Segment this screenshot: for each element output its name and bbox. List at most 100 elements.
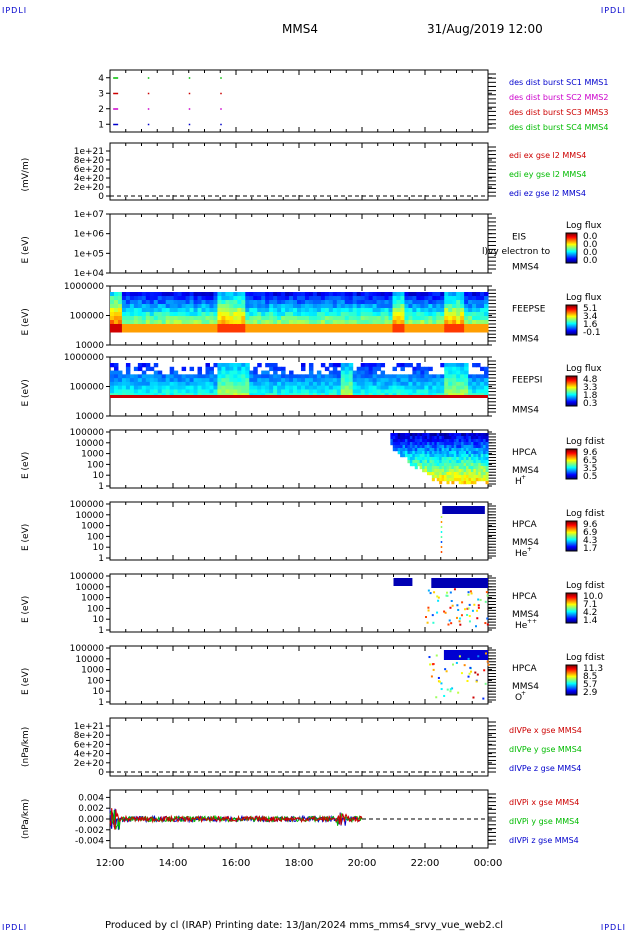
feepsi-cell	[412, 389, 417, 394]
feepsi-cell	[464, 378, 469, 383]
feepse-cell	[289, 328, 294, 333]
hpca-he-cell	[440, 536, 443, 538]
feepse-cell	[460, 300, 465, 305]
edi-e-ytick-label: 1e+21	[74, 147, 104, 157]
feepsi-cell	[113, 381, 119, 387]
feepse-cell	[344, 300, 350, 305]
hpca-he2-cell	[468, 615, 471, 618]
hpca-he2-colorbar-step	[566, 598, 577, 600]
feepse-cell	[356, 292, 362, 297]
feepse-cell	[368, 320, 374, 325]
feepsi-cell	[293, 385, 298, 390]
feepsi-colorbar-step	[566, 391, 577, 393]
hpca-he2-cell	[425, 616, 428, 619]
feepse-cell	[189, 292, 195, 297]
hpca-h-cell	[483, 433, 487, 437]
hpca-h-cell	[478, 472, 482, 476]
feepsi-cell	[472, 385, 477, 390]
feepse-cell	[225, 304, 230, 309]
hpca-h-cell	[417, 442, 421, 446]
feepse-cell	[324, 316, 330, 321]
feepse-cell	[440, 308, 445, 313]
feepsi-cell	[273, 363, 278, 368]
feepse-cell	[408, 300, 413, 305]
feepsi-cell	[484, 366, 489, 372]
hpca-h-cell	[456, 436, 460, 440]
feepse-colorbar-frame	[565, 304, 578, 336]
feepsi-cell	[456, 381, 461, 387]
feepse-cell	[173, 292, 179, 297]
feepsi-cell	[300, 389, 306, 394]
hpca-o-ytick-label: 1	[98, 698, 104, 708]
hpca-h-cell	[466, 472, 470, 476]
hpca-h-cell	[483, 475, 487, 479]
feepsi-cell	[348, 378, 354, 383]
feepse-cell	[436, 324, 441, 329]
hpca-h-cell	[439, 454, 443, 458]
hpca-he-colorbar-step	[566, 543, 577, 545]
feepsi-cell	[472, 363, 477, 368]
eis-colorbar-label: 0.0	[583, 248, 598, 258]
hpca-h-cell	[451, 466, 455, 470]
burst-legend-item: des dist burst SC1 MMS1	[509, 78, 608, 87]
feepsi-cell	[448, 363, 453, 368]
feepse-cell	[360, 328, 366, 333]
feepsi-cell	[145, 389, 151, 394]
feepsi-cell	[308, 389, 314, 394]
feepse-cell	[332, 300, 338, 305]
feepse-cell	[145, 316, 151, 321]
feepsi-colorbar-step	[566, 385, 577, 387]
hpca-he-colorbar-step	[566, 523, 577, 525]
feepse-cell	[480, 312, 485, 317]
hpca-he2-colorbar-step	[566, 618, 577, 620]
feepse-cell	[460, 324, 465, 329]
feepse-cell	[336, 320, 342, 325]
hpca-h-cell	[429, 436, 433, 440]
feepsi-cell	[249, 385, 254, 390]
feepsi-cell	[201, 381, 206, 387]
hpca-h-cell	[456, 460, 460, 464]
feepsi-cell	[336, 389, 342, 394]
feepsi-cell	[177, 385, 183, 390]
divpi-ylabel: (nPa/km)	[21, 799, 31, 839]
hpca-he-colorbar-step	[566, 522, 577, 524]
feepse-cell	[336, 328, 342, 333]
hpca-h-cell	[400, 442, 404, 446]
feepsi-spacecraft-label: MMS4	[512, 406, 539, 416]
feepsi-colorbar-label: 4.8	[583, 375, 598, 385]
feepse-cell	[340, 304, 346, 309]
feepse-cell	[177, 308, 183, 313]
feepse-cell	[464, 328, 469, 333]
feepse-cell	[297, 304, 302, 309]
hpca-he2-colorbar	[566, 593, 577, 624]
feepsi-cell	[428, 385, 433, 390]
hpca-h-cell	[431, 478, 435, 482]
hpca-h-cell	[451, 478, 455, 482]
feepsi-cell	[269, 389, 274, 394]
feepsi-cell	[229, 366, 234, 372]
feepse-colorbar-step	[566, 314, 577, 316]
hpca-h-cell	[463, 481, 467, 485]
feepse-ytick-label: 100000	[70, 312, 105, 322]
feepse-cell	[245, 320, 250, 325]
hpca-he2-ytick-label: 1000	[81, 594, 104, 604]
feepse-cell	[436, 292, 441, 297]
feepse-cell	[181, 296, 187, 301]
feepse-cell	[304, 304, 310, 309]
feepse-cell	[161, 320, 167, 325]
hpca-h-cell	[397, 445, 401, 449]
hpca-o-colorbar-step	[566, 678, 577, 680]
hpca-he-colorbar-label: 6.9	[583, 528, 598, 538]
feepse-cell	[364, 328, 370, 333]
hpca-h-cell	[439, 439, 443, 443]
feepsi-cell	[464, 389, 469, 394]
feepse-cell	[185, 308, 191, 313]
feepse-cell	[117, 296, 123, 301]
feepsi-cell	[205, 370, 210, 375]
feepsi-cell	[308, 366, 314, 372]
hpca-h-cell	[456, 433, 460, 437]
feepsi-cell	[360, 378, 366, 383]
hpca-he2-cell	[446, 591, 449, 594]
hpca-h-cell	[456, 466, 460, 470]
hpca-h-cell	[475, 436, 479, 440]
